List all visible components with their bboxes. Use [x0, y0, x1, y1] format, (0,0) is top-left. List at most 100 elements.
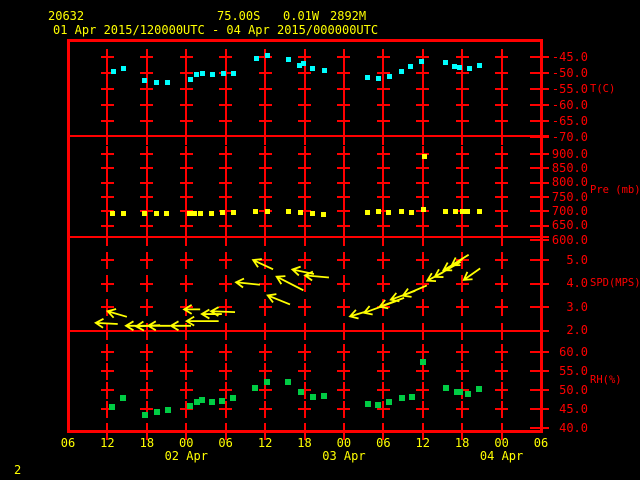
data-point-humidity: [193, 399, 200, 406]
y-axis-tick: [530, 72, 549, 74]
grid-tick: [298, 210, 311, 213]
data-point-humidity: [208, 399, 215, 406]
grid-tick: [455, 330, 469, 332]
y-axis-tick: [530, 370, 549, 372]
data-point-temperature: [231, 70, 237, 76]
y-tick-label-humidity: 60.0: [559, 344, 588, 359]
grid-tick: [376, 282, 390, 285]
x-tick-label: 18: [139, 436, 155, 450]
grid-tick: [100, 306, 114, 308]
data-point-pressure: [231, 209, 237, 215]
grid-tick: [455, 120, 469, 122]
data-point-humidity: [320, 392, 327, 399]
grid-tick: [455, 259, 469, 261]
y-axis-tick: [530, 224, 549, 227]
grid-tick: [337, 389, 351, 391]
grid-tick: [179, 153, 193, 155]
grid-tick: [219, 120, 233, 122]
y-tick-label-wind_speed: 5.0: [566, 252, 588, 267]
y-axis-tick: [530, 239, 549, 241]
grid-tick: [298, 153, 311, 155]
data-point-pressure: [453, 208, 459, 214]
y-axis-tick: [530, 120, 549, 122]
grid-tick: [376, 56, 390, 58]
grid-tick: [258, 306, 272, 308]
grid-tick: [298, 408, 311, 410]
x-tick-label: 06: [218, 436, 233, 450]
grid-tick: [416, 306, 430, 308]
y-axis-tick: [530, 104, 549, 106]
grid-tick: [298, 72, 311, 74]
grid-tick: [258, 330, 272, 332]
grid-tick: [416, 167, 430, 170]
grid-tick: [455, 167, 469, 170]
y-tick-label-pressure: 750.0: [551, 189, 588, 204]
grid-tick: [258, 167, 272, 170]
grid-tick: [376, 72, 390, 74]
grid-tick: [298, 282, 311, 285]
y-tick-label-humidity: 55.0: [559, 363, 588, 378]
grid-tick: [140, 88, 154, 90]
y-tick-label-wind_speed: 4.0: [566, 276, 588, 290]
grid-tick: [140, 167, 154, 170]
data-point-pressure: [141, 211, 147, 217]
grid-tick: [455, 224, 469, 227]
grid-tick: [179, 196, 193, 198]
data-point-temperature: [365, 74, 371, 80]
y-tick-label-pressure: 650.0: [551, 218, 588, 233]
data-point-temperature: [466, 66, 472, 72]
grid-tick: [337, 210, 351, 213]
data-point-pressure: [120, 210, 126, 216]
data-point-humidity: [375, 401, 382, 408]
y-tick-label-temperature: -45.0: [551, 49, 588, 64]
grid-tick: [455, 88, 469, 90]
x-tick-label: 12: [100, 436, 115, 450]
grid-tick: [495, 72, 509, 74]
grid-tick: [179, 72, 193, 74]
grid-tick: [219, 259, 233, 261]
grid-tick: [416, 370, 430, 372]
grid-tick: [495, 330, 509, 332]
data-point-temperature: [452, 63, 458, 69]
grid-tick: [140, 120, 154, 122]
data-point-humidity: [442, 384, 449, 391]
data-point-humidity: [229, 394, 236, 401]
data-point-temperature: [286, 57, 292, 63]
grid-tick: [298, 135, 311, 137]
grid-tick: [337, 330, 351, 332]
grid-tick: [455, 370, 469, 372]
data-point-humidity: [386, 399, 393, 406]
grid-tick: [495, 282, 509, 285]
y-axis-tick: [530, 88, 549, 90]
grid-tick: [298, 351, 311, 353]
grid-tick: [495, 306, 509, 308]
grid-tick: [100, 224, 114, 227]
data-point-temperature: [141, 78, 147, 84]
grid-tick: [337, 153, 351, 155]
grid-tick: [140, 104, 154, 106]
grid-tick: [416, 72, 430, 74]
grid-tick: [298, 306, 311, 308]
grid-tick: [140, 224, 154, 227]
grid-tick: [495, 153, 509, 155]
grid-tick: [258, 88, 272, 90]
grid-tick: [179, 104, 193, 106]
grid-tick: [455, 408, 469, 410]
grid-tick: [219, 430, 233, 432]
grid-tick: [337, 72, 351, 74]
data-point-humidity: [187, 402, 194, 409]
grid-tick: [100, 430, 114, 432]
grid-tick: [140, 430, 154, 432]
data-point-humidity: [453, 388, 460, 395]
y-tick-label-humidity: 45.0: [559, 401, 588, 416]
grid-tick: [376, 181, 390, 184]
grid-tick: [337, 430, 351, 432]
data-point-humidity: [476, 386, 483, 393]
date-label: 04 Apr: [479, 449, 524, 463]
grid-tick: [140, 306, 154, 308]
grid-tick: [179, 351, 193, 353]
grid-tick: [140, 330, 154, 332]
grid-tick: [495, 351, 509, 353]
data-point-humidity: [252, 385, 259, 392]
data-point-pressure: [209, 210, 215, 216]
